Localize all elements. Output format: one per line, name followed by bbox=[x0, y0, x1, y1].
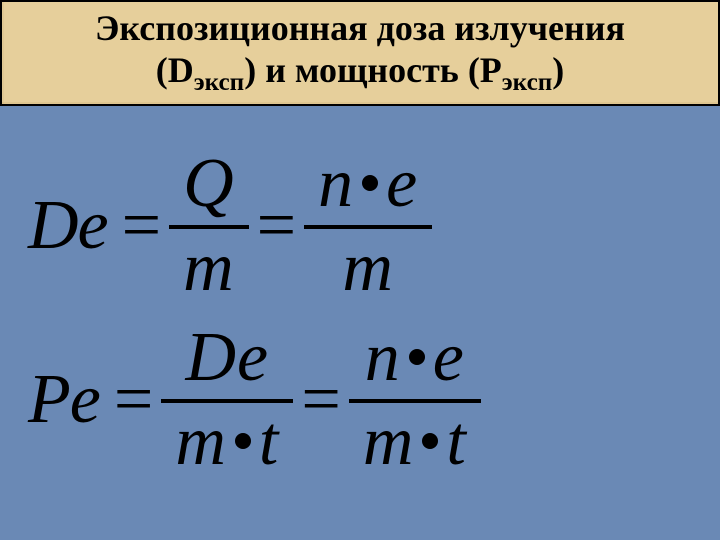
frac-denominator: mt bbox=[161, 407, 293, 477]
formula-1: De = Q m = ne m bbox=[28, 149, 692, 303]
frac-numerator: ne bbox=[304, 149, 432, 219]
var-m: m bbox=[175, 403, 227, 480]
equals-sign: = bbox=[122, 186, 161, 266]
frac-denominator: m bbox=[169, 233, 249, 303]
formula2-frac1: De mt bbox=[161, 323, 293, 477]
var-e: e bbox=[386, 145, 418, 222]
title-line2-mid: ) и мощность (P bbox=[244, 50, 502, 90]
formula-area: De = Q m = ne m Pe = De bbox=[0, 106, 720, 540]
title-sub2: эксп bbox=[502, 69, 552, 96]
frac-numerator: Q bbox=[169, 149, 249, 219]
title-line1: Экспозиционная доза излучения bbox=[95, 8, 625, 48]
equals-sign: = bbox=[114, 360, 153, 440]
formula2-frac2: ne mt bbox=[349, 323, 481, 477]
title-band: Экспозиционная доза излучения (Dэксп) и … bbox=[0, 0, 720, 106]
var-m: m bbox=[363, 403, 415, 480]
formula-2: Pe = De mt = ne mt bbox=[28, 323, 692, 477]
formula1-frac1: Q m bbox=[169, 149, 249, 303]
dot-operator-icon bbox=[409, 349, 425, 365]
formula2-lhs: Pe bbox=[28, 360, 100, 440]
title-text: Экспозиционная доза излучения (Dэксп) и … bbox=[95, 8, 625, 98]
var-n: n bbox=[318, 145, 354, 222]
title-line2-post: ) bbox=[552, 50, 564, 90]
equals-sign: = bbox=[301, 360, 340, 440]
dot-operator-icon bbox=[362, 175, 378, 191]
formula1-frac2: ne m bbox=[304, 149, 432, 303]
equals-sign: = bbox=[257, 186, 296, 266]
title-sub1: эксп bbox=[194, 69, 244, 96]
frac-numerator: ne bbox=[351, 323, 479, 393]
var-t: t bbox=[446, 403, 466, 480]
dot-operator-icon bbox=[422, 433, 438, 449]
frac-denominator: mt bbox=[349, 407, 481, 477]
var-e: e bbox=[433, 319, 465, 396]
var-t: t bbox=[259, 403, 279, 480]
formula1-lhs: De bbox=[28, 186, 108, 266]
frac-numerator: De bbox=[172, 323, 284, 393]
title-line2-pre1: (D bbox=[156, 50, 194, 90]
var-n: n bbox=[365, 319, 401, 396]
frac-denominator: m bbox=[328, 233, 408, 303]
dot-operator-icon bbox=[235, 433, 251, 449]
slide: Экспозиционная доза излучения (Dэксп) и … bbox=[0, 0, 720, 540]
